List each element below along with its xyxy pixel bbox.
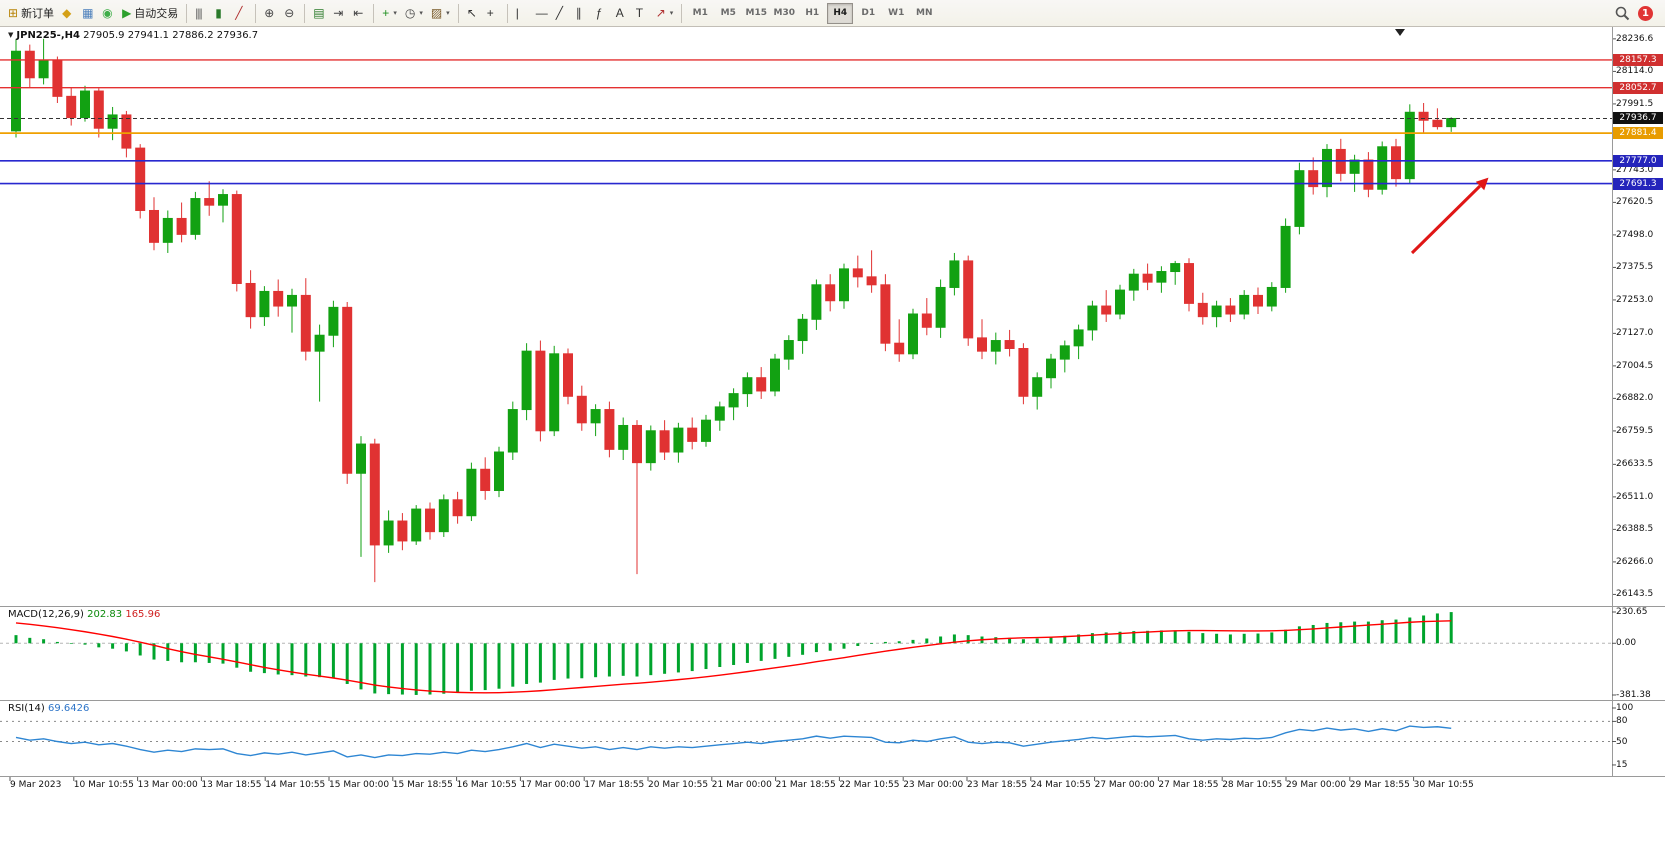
templates-button[interactable]: ▨ ▾ [427, 3, 454, 24]
new-order-icon: ⊞ [8, 6, 19, 20]
chevron-down-icon: ▾ [669, 10, 674, 17]
crosshair-icon: + [486, 6, 494, 20]
chevron-down-icon: ▾ [393, 10, 397, 17]
arrows-button[interactable]: ↗ ▾ [652, 3, 678, 24]
alerts-button[interactable]: ◉ [98, 3, 118, 24]
arrows-icon: ↗ [655, 6, 666, 20]
zoom-out-icon: ⊖ [284, 6, 295, 20]
candlestick-chart-icon: ▮ [215, 6, 222, 20]
chevron-down-icon: ▾ [446, 10, 450, 17]
autotrading-button-label: 自动交易 [134, 8, 179, 20]
search-icon[interactable] [1615, 6, 1630, 21]
periods-button[interactable]: ◷ ▾ [401, 3, 427, 24]
zoom-in-icon: ⊕ [264, 6, 275, 20]
toolbar: ⊞ 新订单 ◆ ▦ ◉ ▶ 自动交易 ||| ▮ ╱ ⊕ ⊖ ▤ ⇥ ⇤ + ▾ ◷ ▾ ▨ ▾ ↖ + | — ╱ ∥ ƒ A T ↗ ▾ M… [0, 0, 1665, 27]
chart-shift-button[interactable]: ⇤ [349, 3, 369, 24]
toolbar-separator [373, 3, 375, 23]
line-chart-button[interactable]: ╱ [231, 3, 251, 24]
trend-arrow[interactable] [1410, 184, 1482, 255]
vertical-line-button[interactable]: | [512, 3, 532, 24]
toolbar-separator [186, 3, 188, 23]
bars-chart-button[interactable]: ||| [191, 3, 211, 24]
tile-windows-icon: ▤ [313, 6, 325, 20]
cursor-button[interactable]: ↖ [463, 3, 483, 24]
bars-chart-icon: ||| [195, 6, 202, 20]
timeframe-m5[interactable]: M5 [720, 8, 736, 18]
toolbar-separator [506, 3, 508, 23]
candlestick-chart-button[interactable]: ▮ [211, 3, 231, 24]
auto-scroll-icon: ⇥ [333, 6, 344, 20]
toolbar-separator [304, 3, 306, 23]
toolbar-separator [457, 3, 459, 23]
new-order-button-label: 新订单 [21, 8, 55, 20]
autotrading-button[interactable]: ▶ 自动交易 [118, 3, 182, 24]
timeframe-d1[interactable]: D1 [861, 8, 876, 18]
label-icon: T [635, 6, 644, 20]
timeframe-m1[interactable]: M1 [692, 8, 708, 18]
toolbar-separator [681, 3, 683, 23]
text-icon: A [615, 6, 624, 20]
crosshair-button[interactable]: + [483, 3, 503, 24]
zoom-out-button[interactable]: ⊖ [280, 3, 300, 24]
chart-shift-icon: ⇤ [353, 6, 364, 20]
timeframe-mn[interactable]: MN [916, 8, 933, 18]
toolbar-separator [255, 3, 257, 23]
trendline-button[interactable]: ╱ [552, 3, 572, 24]
fibonacci-button[interactable]: ƒ [592, 3, 612, 24]
timeframe-h4[interactable]: H4 [827, 2, 854, 24]
templates-icon: ▨ [430, 6, 443, 20]
periods-icon: ◷ [404, 6, 416, 20]
fibonacci-icon: ƒ [595, 6, 603, 20]
profiles-icon: ▦ [82, 6, 94, 20]
label-button[interactable]: T [632, 3, 652, 24]
alerts-icon: ◉ [102, 6, 113, 20]
channel-icon: ∥ [575, 6, 582, 20]
timeframe-w1[interactable]: W1 [888, 8, 905, 18]
zoom-in-button[interactable]: ⊕ [260, 3, 280, 24]
chevron-down-icon: ▾ [419, 10, 423, 17]
timeframe-m30[interactable]: M30 [773, 8, 795, 18]
tile-windows-button[interactable]: ▤ [309, 3, 329, 24]
toolbar-right: 1 [1615, 5, 1661, 21]
autotrading-play-icon: ▶ [122, 6, 132, 20]
channel-button[interactable]: ∥ [572, 3, 592, 24]
quotes-button[interactable]: ◆ [58, 3, 78, 24]
timeframe-m15[interactable]: M15 [745, 8, 767, 18]
new-order-button[interactable]: ⊞ 新订单 [4, 3, 58, 24]
profiles-button[interactable]: ▦ [78, 3, 98, 24]
trend-arrow-head[interactable] [1475, 177, 1489, 191]
horizontal-line-button[interactable]: — [532, 3, 552, 24]
chart-shift-marker-icon [1395, 29, 1405, 36]
line-chart-icon: ╱ [235, 6, 243, 20]
horizontal-line-icon: — [535, 6, 548, 20]
quotes-icon: ◆ [62, 6, 72, 20]
indicators-button[interactable]: + ▾ [378, 3, 401, 24]
notification-badge[interactable]: 1 [1638, 5, 1653, 21]
auto-scroll-button[interactable]: ⇥ [329, 3, 349, 24]
cursor-icon: ↖ [466, 6, 477, 20]
trendline-icon: ╱ [555, 6, 563, 20]
timeframe-h1[interactable]: H1 [805, 8, 820, 18]
text-button[interactable]: A [612, 3, 632, 24]
indicators-icon: + [382, 6, 390, 20]
vertical-line-icon: | [515, 6, 519, 20]
